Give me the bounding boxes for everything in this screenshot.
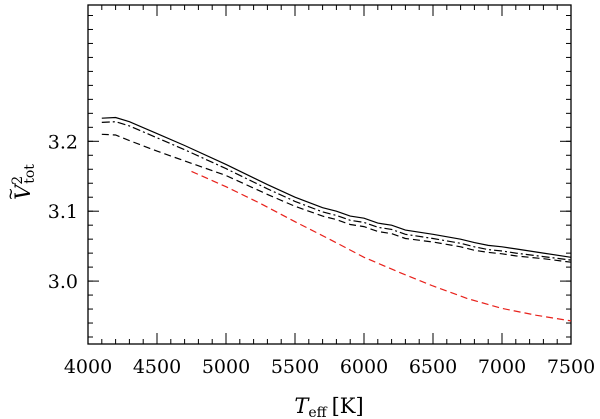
y-axis-label-symbol: V	[11, 183, 35, 200]
x-tick-label: 6000	[340, 356, 388, 378]
series-line-4	[191, 170, 572, 322]
tick-labels: 4000 4500 5000 5500 6000 6500 7000 7500 3.0 3.1 3.…	[48, 131, 595, 378]
series-line-2	[101, 121, 572, 261]
y-axis-label-superscript: 2	[10, 176, 26, 185]
x-axis-label-symbol: T	[294, 394, 310, 418]
x-tick-label: 4000	[64, 356, 112, 378]
x-tick-label: 7500	[547, 356, 595, 378]
y-axis-label-subscript: tot	[22, 164, 38, 184]
plot-frame	[87, 4, 572, 345]
x-axis-label-unit: [K]	[332, 394, 364, 418]
y-axis-label-accent: ~	[1, 187, 20, 200]
x-tick-label: 5000	[202, 356, 250, 378]
series-layer	[101, 116, 572, 322]
y-tick-label: 3.1	[48, 201, 78, 223]
x-axis-label: Teff [K]	[294, 394, 363, 419]
x-tick-label: 5500	[271, 356, 319, 378]
y-tick-label: 3.0	[48, 271, 78, 293]
y-axis-label: V2tot ~	[1, 164, 38, 201]
y-tick-label: 3.2	[48, 131, 78, 153]
svg-text:V2tot: V2tot	[10, 164, 38, 200]
x-tick-label: 4500	[133, 356, 181, 378]
x-axis-label-subscript: eff	[308, 405, 327, 419]
x-tick-label: 6500	[409, 356, 457, 378]
series-line-3	[101, 133, 572, 263]
series-line-1	[101, 116, 572, 258]
x-tick-label: 7000	[478, 356, 526, 378]
axis-ticks	[87, 5, 572, 344]
